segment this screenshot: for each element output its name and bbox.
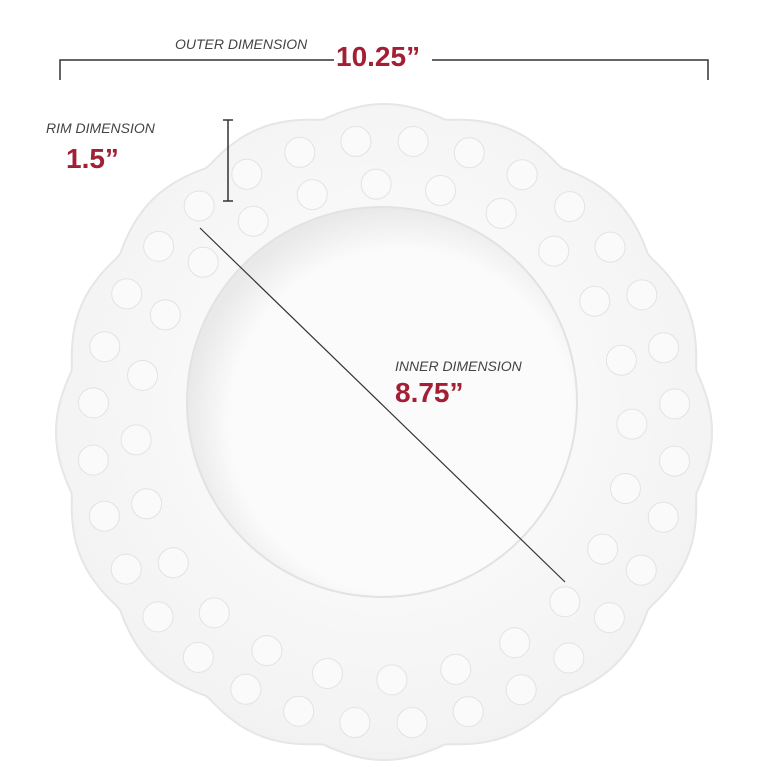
polka-dot xyxy=(183,190,215,222)
outer-value: 10.25” xyxy=(336,41,420,72)
polka-dot xyxy=(157,547,189,579)
polka-dot xyxy=(296,179,328,211)
polka-dot xyxy=(198,597,230,629)
polka-dot xyxy=(360,168,392,200)
polka-dot xyxy=(142,601,174,633)
polka-dot xyxy=(339,707,371,739)
inner-label: INNER DIMENSION xyxy=(395,358,523,374)
polka-dot xyxy=(553,642,585,674)
polka-dot xyxy=(127,359,159,391)
polka-dot xyxy=(111,278,143,310)
outer-dimension-line xyxy=(59,59,709,80)
polka-dot xyxy=(187,246,219,278)
polka-dot xyxy=(397,125,429,157)
polka-dot xyxy=(579,285,611,317)
polka-dot xyxy=(485,197,517,229)
polka-dot xyxy=(538,235,570,267)
polka-dot xyxy=(376,664,408,696)
polka-dot xyxy=(452,696,484,728)
inner-dimension-line xyxy=(199,227,566,583)
polka-dot xyxy=(594,231,626,263)
polka-dot xyxy=(77,387,109,419)
polka-dot xyxy=(659,388,691,420)
polka-dot xyxy=(626,279,658,311)
polka-dot xyxy=(587,533,619,565)
polka-dot xyxy=(88,500,120,532)
polka-dot xyxy=(593,602,625,634)
polka-dot xyxy=(453,137,485,169)
polka-dot xyxy=(506,159,538,191)
rim-value: 1.5” xyxy=(66,143,119,174)
polka-dot xyxy=(230,673,262,705)
polka-dot xyxy=(149,299,181,331)
polka-dot xyxy=(425,175,457,207)
polka-dot xyxy=(89,331,121,363)
polka-dot xyxy=(231,158,263,190)
polka-dot xyxy=(283,695,315,727)
polka-dot xyxy=(440,653,472,685)
polka-dot xyxy=(131,488,163,520)
polka-dot xyxy=(340,125,372,157)
polka-dot xyxy=(499,627,531,659)
polka-dot xyxy=(609,473,641,505)
polka-dot xyxy=(625,554,657,586)
polka-dot xyxy=(396,707,428,739)
polka-dot xyxy=(284,136,316,168)
rim-dimension-line xyxy=(223,119,233,202)
polka-dot xyxy=(616,408,648,440)
polka-dot xyxy=(549,586,581,618)
polka-dot xyxy=(251,635,283,667)
polka-dot xyxy=(182,641,214,673)
polka-dot xyxy=(605,344,637,376)
polka-dot xyxy=(554,191,586,223)
polka-dot xyxy=(110,553,142,585)
polka-dot xyxy=(659,445,691,477)
plate-well xyxy=(186,206,578,598)
polka-dot xyxy=(143,230,175,262)
polka-dot xyxy=(311,657,343,689)
polka-dot xyxy=(237,205,269,237)
outer-label: OUTER DIMENSION xyxy=(175,36,308,52)
inner-value: 8.75” xyxy=(395,377,464,408)
polka-dot xyxy=(120,424,152,456)
rim-label: RIM DIMENSION xyxy=(46,120,156,136)
polka-dot xyxy=(505,674,537,706)
polka-dot xyxy=(648,332,680,364)
polka-dot xyxy=(647,501,679,533)
polka-dot xyxy=(77,444,109,476)
